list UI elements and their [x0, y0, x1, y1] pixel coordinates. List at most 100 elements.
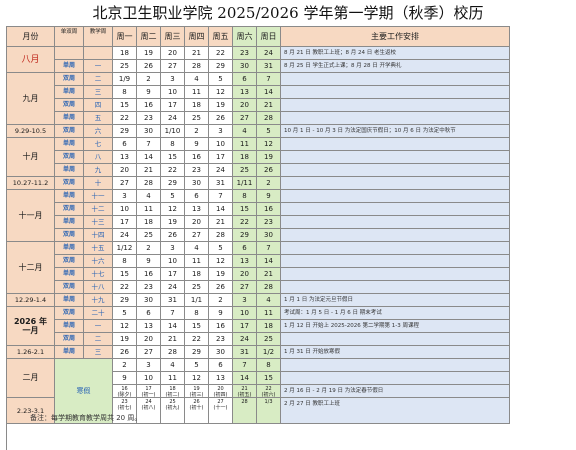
day-cell: 31 [161, 294, 185, 307]
day-cell: 7 [161, 307, 185, 320]
day-cell: 10 [233, 307, 257, 320]
month-aug: 八月 [7, 47, 55, 73]
day-cell: 25 (初九) [161, 398, 185, 424]
day-cell: 24 [257, 47, 281, 60]
week-type: 双周 [55, 73, 84, 86]
day-cell: 10 [161, 255, 185, 268]
day-cell: 7 [209, 190, 233, 203]
teach-week-number: 二 [84, 73, 113, 86]
day-cell: 17 [209, 151, 233, 164]
header-day: 周五 [209, 27, 233, 47]
day-cell: 18 [113, 47, 137, 60]
day-cell: 10 [113, 203, 137, 216]
day-cell: 1/1 [185, 294, 209, 307]
day-number: 22 [265, 386, 272, 392]
day-cell: 2 [137, 242, 161, 255]
day-cell: 26 (初十) [185, 398, 209, 424]
day-cell: 14 [233, 372, 257, 385]
teach-week-number: 十二 [84, 203, 113, 216]
day-number: 24 [145, 399, 152, 405]
day-cell: 31 [257, 60, 281, 73]
day-cell: 27 [137, 346, 161, 359]
day-cell: 21 [137, 164, 161, 177]
day-cell: 1/12 [113, 242, 137, 255]
note-cell [281, 177, 510, 190]
day-cell: 9 [137, 255, 161, 268]
day-cell: 20 [233, 99, 257, 112]
day-cell: 11 [137, 203, 161, 216]
day-cell: 8 [113, 86, 137, 99]
week-type: 单周 [55, 86, 84, 99]
day-number: 21 [241, 386, 248, 392]
teach-week-number: 七 [84, 138, 113, 151]
day-cell: 29 [185, 346, 209, 359]
note-cell [281, 333, 510, 346]
week-type [55, 47, 84, 60]
calendar-table: 月份 单双周 教学周 周一 周二 周三 周四 周五 周六 周日 主要工作安排 八月 九月 9.29-10.… [6, 26, 510, 450]
day-cell: 5 [209, 242, 233, 255]
day-cell: 28 [233, 398, 257, 424]
day-cell: 22 [233, 216, 257, 229]
day-cell: 30 [233, 60, 257, 73]
teach-week-number: 六 [84, 125, 113, 138]
week-type: 双周 [55, 333, 84, 346]
day-cell: 12 [113, 320, 137, 333]
week-type: 单周 [55, 346, 84, 359]
day-cell: 30 [185, 177, 209, 190]
note-cell [281, 281, 510, 294]
header-day: 周二 [137, 27, 161, 47]
week-type: 单周 [55, 294, 84, 307]
day-cell: 15 [233, 203, 257, 216]
week-type: 双周 [55, 255, 84, 268]
note-cell [281, 229, 510, 242]
day-cell: 3 [161, 242, 185, 255]
note-cell: 8 月 25 日 学生正式上课；8 月 28 日 开学典礼 [281, 60, 510, 73]
day-cell: 20 [113, 164, 137, 177]
day-cell: 2 [185, 125, 209, 138]
teach-week-number: 二 [84, 333, 113, 346]
month-oct: 十月 [7, 138, 55, 177]
week-type: 双周 [55, 177, 84, 190]
lunar-date: (十一) [213, 405, 228, 411]
day-cell: 1/10 [161, 125, 185, 138]
day-cell: 27 (十一) [209, 398, 233, 424]
day-cell: 22 [209, 47, 233, 60]
day-number: 28 [241, 399, 248, 405]
day-cell: 9 [257, 190, 281, 203]
day-cell: 27 [113, 177, 137, 190]
day-cell: 21 [209, 216, 233, 229]
day-cell: 19 [257, 151, 281, 164]
day-cell: 19 [137, 47, 161, 60]
teach-week-number [84, 47, 113, 60]
day-cell: 13 [209, 372, 233, 385]
day-cell: 27 [233, 281, 257, 294]
day-cell: 29 [233, 229, 257, 242]
day-cell: 28 [137, 177, 161, 190]
header-month: 月份 [7, 27, 55, 47]
day-cell: 13 [137, 320, 161, 333]
lunar-date: (初十) [189, 405, 204, 411]
note-cell [281, 190, 510, 203]
day-cell: 23 [137, 281, 161, 294]
teach-week-number: 十七 [84, 268, 113, 281]
month-jan: 2026 年一月 [7, 307, 55, 346]
day-cell: 29 [209, 60, 233, 73]
day-number: 25 [169, 399, 176, 405]
day-cell: 27 [161, 60, 185, 73]
note-cell [281, 242, 510, 255]
day-cell: 30 [137, 294, 161, 307]
month-oct-end: 10.27-11.2 [7, 177, 55, 190]
note-cell [281, 372, 510, 385]
month-feb: 二月 [7, 359, 55, 398]
day-number: 27 [217, 399, 224, 405]
day-cell: 9 [209, 307, 233, 320]
day-cell: 19 [209, 99, 233, 112]
day-cell: 16 [185, 151, 209, 164]
day-cell: 18 [185, 268, 209, 281]
month-jan-end: 1.26-2.1 [7, 346, 55, 359]
week-type: 单周 [55, 216, 84, 229]
day-cell: 18 [137, 216, 161, 229]
day-cell: 15 [257, 372, 281, 385]
day-cell: 22 (初六) [257, 385, 281, 398]
day-cell: 17 [113, 216, 137, 229]
